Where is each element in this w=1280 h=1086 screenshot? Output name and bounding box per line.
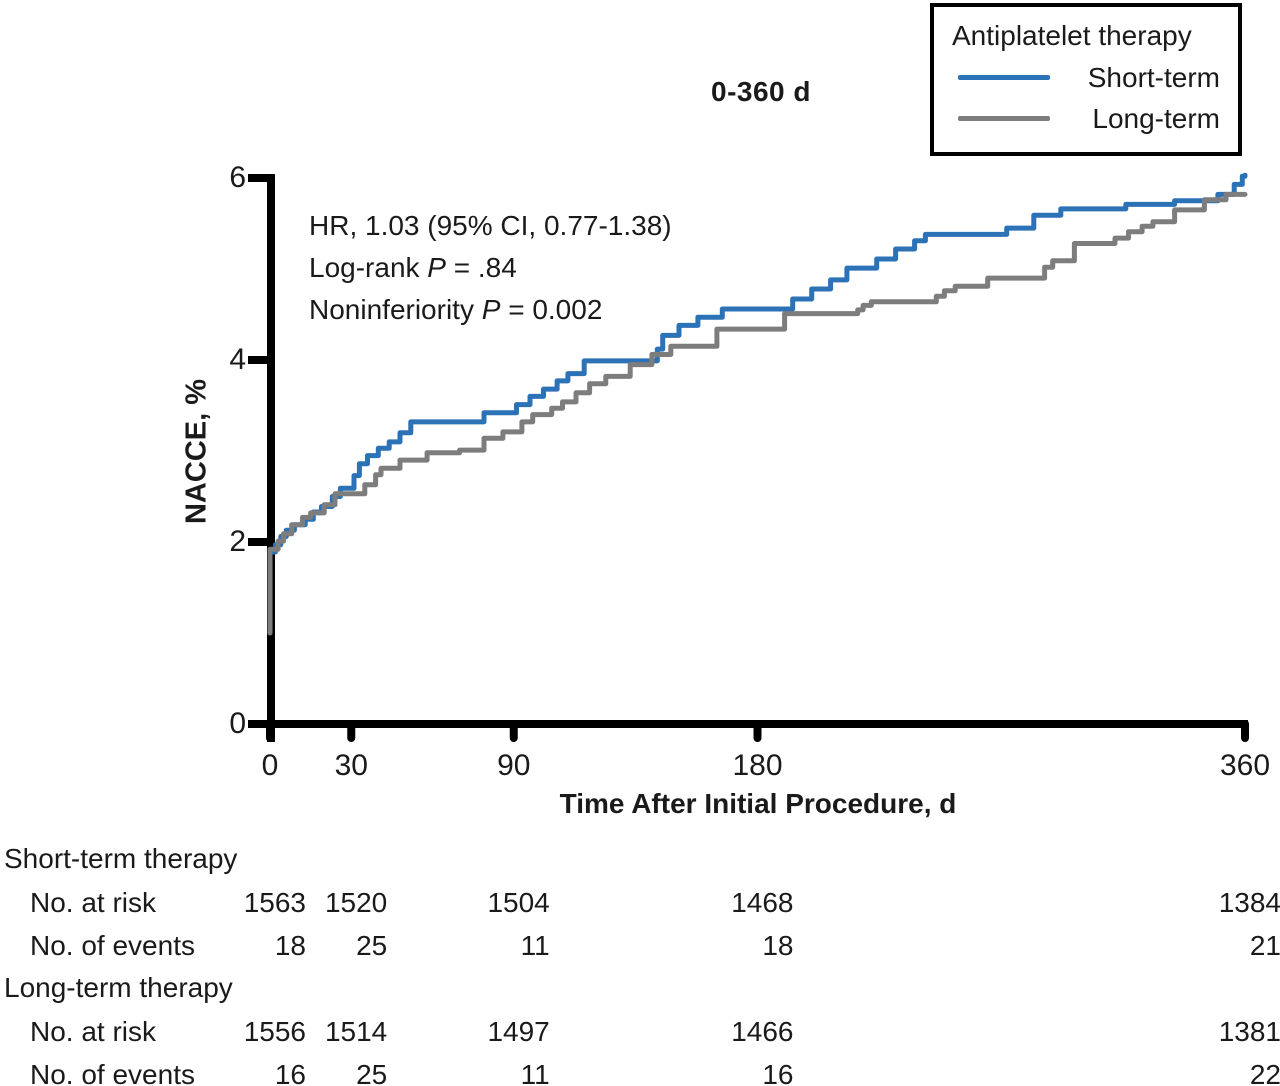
risk-value: 11 — [520, 1059, 550, 1086]
risk-value: 1563 — [243, 887, 306, 918]
risk-value: 11 — [520, 930, 550, 961]
risk-value: 1466 — [731, 1016, 794, 1047]
chart-title: 0-360 d — [711, 76, 811, 107]
risk-value: 1556 — [243, 1016, 306, 1047]
y-tick-label: 0 — [229, 707, 246, 740]
curve-long-term — [267, 191, 1248, 636]
risk-value: 22 — [1249, 1059, 1280, 1086]
risk-value: 1520 — [324, 887, 388, 918]
risk-row-label: No. at risk — [30, 887, 157, 918]
legend-label-long-term: Long-term — [1092, 102, 1220, 134]
x-tick-label: 30 — [334, 749, 368, 782]
noninferiority-value: = 0.002 — [500, 294, 603, 325]
risk-value: 16 — [762, 1059, 794, 1086]
noninferiority-p-symbol: P — [481, 294, 501, 325]
x-tick-label: 180 — [732, 749, 783, 782]
risk-row-label: No. of events — [30, 1059, 195, 1086]
risk-value: 1381 — [1218, 1016, 1280, 1047]
log-rank-p-symbol: P — [427, 252, 446, 283]
legend-title: Antiplatelet therapy — [952, 20, 1192, 51]
risk-value: 21 — [1249, 930, 1280, 961]
x-tick-label: 90 — [497, 749, 531, 782]
log-rank-prefix: Log-rank — [309, 252, 428, 283]
risk-value: 1497 — [487, 1016, 550, 1047]
x-tick-label: 360 — [1219, 749, 1271, 782]
risk-value: 18 — [274, 930, 306, 961]
risk-value: 1468 — [731, 887, 794, 918]
risk-value: 25 — [356, 1059, 388, 1086]
y-tick-label: 2 — [229, 525, 246, 558]
y-tick-label: 4 — [229, 343, 246, 376]
risk-row-label: No. of events — [30, 930, 195, 961]
risk-group-short-term: Short-term therapy — [4, 843, 238, 874]
hazard-ratio-text: HR, 1.03 (95% CI, 0.77-1.38) — [309, 210, 672, 241]
x-axis-title: Time After Initial Procedure, d — [559, 788, 957, 819]
km-plot-svg — [248, 172, 1249, 742]
legend-label-short-term: Short-term — [1087, 61, 1220, 93]
stats-annotation: HR, 1.03 (95% CI, 0.77-1.38) Log-rank P … — [309, 205, 672, 331]
noninferiority-text: Noninferiority P = 0.002 — [309, 289, 672, 331]
risk-value: 1514 — [324, 1016, 388, 1047]
legend-item-short-term: Short-term — [952, 57, 1222, 98]
log-rank-value: = .84 — [445, 252, 517, 283]
long-term-line-icon — [958, 116, 1050, 121]
risk-value: 1504 — [487, 887, 550, 918]
noninferiority-prefix: Noninferiority — [309, 294, 482, 325]
risk-value: 25 — [356, 930, 388, 961]
legend-item-long-term: Long-term — [952, 98, 1222, 139]
short-term-line-icon — [958, 75, 1050, 80]
x-tick-label: 0 — [261, 749, 279, 782]
risk-value: 18 — [762, 930, 794, 961]
risk-value: 16 — [274, 1059, 306, 1086]
log-rank-text: Log-rank P = .84 — [309, 247, 672, 289]
risk-group-long-term: Long-term therapy — [4, 972, 233, 1003]
y-tick-label: 6 — [229, 161, 246, 194]
legend: Antiplatelet therapy Short-term Long-ter… — [930, 3, 1242, 156]
risk-value: 1384 — [1218, 887, 1280, 918]
risk-row-label: No. at risk — [30, 1016, 157, 1047]
